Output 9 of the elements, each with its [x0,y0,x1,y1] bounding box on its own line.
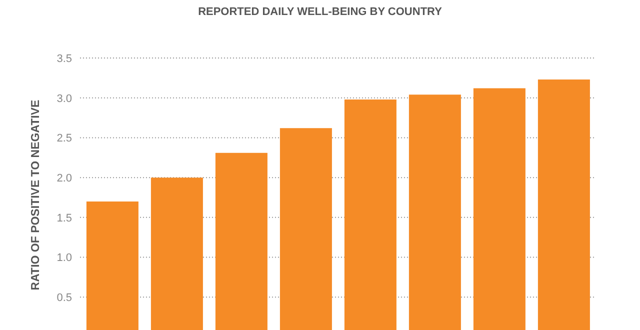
y-tick-label: 1.5 [56,212,72,224]
y-tick-label: 2.0 [56,172,72,184]
chart-title: REPORTED DAILY WELL-BEING BY COUNTRY [197,6,443,18]
y-tick-label: 3.0 [56,92,72,105]
y-tick-label: 1.0 [56,252,72,264]
y-axis-title: RATIO OF POSITIVE TO NEGATIVE [30,100,42,290]
y-tick-label: 0.5 [56,292,72,304]
y-tick-label: 2.5 [56,132,72,145]
y-tick-label: 3.5 [56,52,72,65]
